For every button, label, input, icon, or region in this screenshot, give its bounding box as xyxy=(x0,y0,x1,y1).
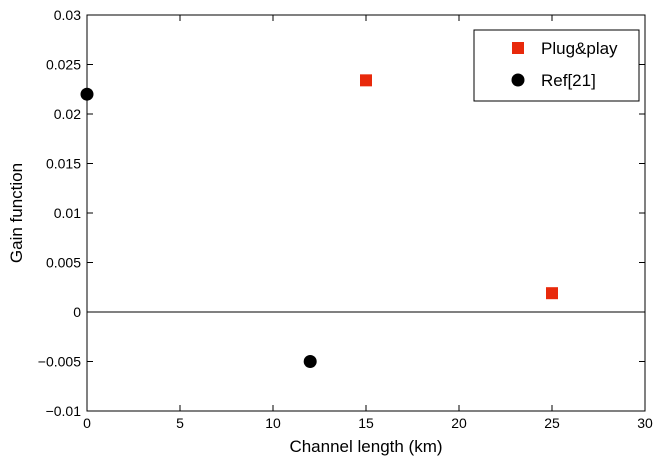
x-tick-label: 25 xyxy=(544,415,560,431)
y-axis-title: Gain function xyxy=(7,163,26,263)
x-axis-title: Channel length (km) xyxy=(289,437,442,456)
legend-marker-circle xyxy=(511,73,525,87)
x-tick-label: 30 xyxy=(637,415,653,431)
y-tick-label: 0.025 xyxy=(46,57,81,73)
y-tick-label: 0.02 xyxy=(54,106,81,122)
x-tick-label: 10 xyxy=(265,415,281,431)
axis-ticks xyxy=(86,14,646,412)
legend-entry: Ref[21] xyxy=(511,71,596,90)
y-tick-label: −0.01 xyxy=(46,403,82,419)
data-point-circle xyxy=(303,355,317,368)
y-tick-label: 0 xyxy=(73,304,81,320)
legend-label: Plug&play xyxy=(541,39,618,58)
x-tick-label: 15 xyxy=(358,415,374,431)
legend-label: Ref[21] xyxy=(541,71,596,90)
x-tick-label: 5 xyxy=(176,415,184,431)
data-point-square xyxy=(546,287,558,300)
axis-tick-labels: 0 5 10 15 20 25 30 −0.01 −0.005 0 0.005 0.01 0.015 0.… xyxy=(38,7,653,431)
x-tick-label: 20 xyxy=(451,415,467,431)
legend-box xyxy=(473,29,640,102)
legend-entries: Plug&play Ref[21] xyxy=(511,39,618,90)
x-tick-label: 0 xyxy=(83,415,91,431)
y-tick-label: −0.005 xyxy=(38,354,81,370)
y-tick-label: 0.005 xyxy=(46,255,81,271)
data-point-square xyxy=(360,74,372,87)
legend-marker-square xyxy=(512,42,524,54)
y-tick-label: 0.01 xyxy=(54,205,81,221)
legend-entry: Plug&play xyxy=(512,39,618,58)
series-squares xyxy=(360,74,558,300)
data-marks xyxy=(80,74,558,368)
legend: Plug&play Ref[21] xyxy=(473,29,640,102)
y-tick-label: 0.015 xyxy=(46,156,81,172)
series-circles xyxy=(80,87,317,368)
y-tick-label: 0.03 xyxy=(54,7,81,23)
